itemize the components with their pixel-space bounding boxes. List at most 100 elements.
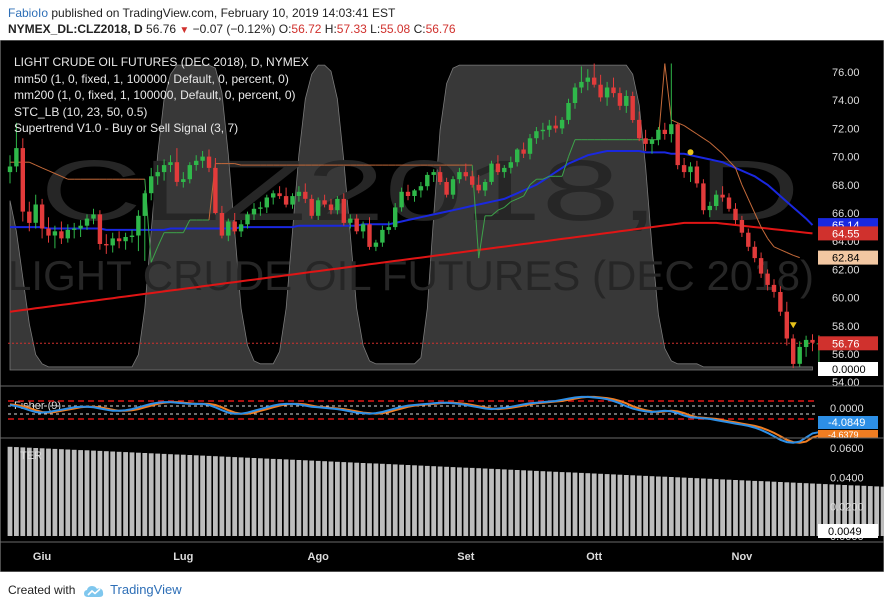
ter-bar	[784, 482, 790, 536]
price-tick-label: 54.00	[832, 377, 860, 389]
legend-mm50[interactable]: mm50 (1, 0, fixed, 1, 100000, Default, 0…	[14, 71, 289, 86]
ter-bar	[855, 485, 860, 536]
ter-bar	[579, 472, 584, 536]
candle	[425, 172, 430, 191]
candle	[335, 196, 340, 215]
candle	[579, 66, 584, 94]
legend-mm200[interactable]: mm200 (1, 0, fixed, 1, 100000, Default, …	[14, 88, 296, 102]
candle-body	[630, 96, 635, 120]
candle-body	[611, 87, 616, 94]
candle	[219, 205, 225, 239]
supertrend-segment	[144, 179, 152, 263]
candle-body	[46, 228, 51, 236]
ter-bar	[283, 459, 289, 536]
fisher-badge	[818, 416, 878, 429]
ter-bar	[110, 451, 116, 536]
ter-bar	[842, 485, 847, 536]
candle	[174, 148, 180, 187]
candle	[290, 193, 295, 209]
ter-bar	[431, 466, 437, 536]
supertrend-segment	[497, 206, 505, 211]
ter-bar	[354, 462, 360, 536]
ter-bar	[20, 447, 26, 536]
candle	[669, 63, 674, 143]
supertrend-segment	[696, 133, 704, 139]
ter-bar	[482, 468, 488, 536]
candle	[367, 217, 372, 250]
candle	[168, 155, 173, 173]
ter-bar	[527, 470, 533, 536]
ter-bar	[392, 464, 398, 536]
ter-bar	[611, 474, 616, 536]
candle-body	[502, 167, 507, 173]
ter-bar	[604, 474, 610, 536]
ter-bar	[668, 477, 674, 536]
candle	[33, 194, 38, 229]
candle	[65, 224, 70, 243]
candle-body	[425, 174, 430, 187]
candle-body	[104, 244, 109, 246]
down-triangle-icon: ▼	[179, 25, 190, 36]
candle-body	[515, 149, 520, 163]
legend-supertrend[interactable]: Supertrend V1.0 - Buy or Sell Signal (3,…	[14, 121, 239, 135]
ter-bar	[213, 456, 218, 536]
candle	[598, 74, 603, 102]
ter-bar	[367, 463, 372, 536]
candle	[457, 167, 462, 184]
ter-bar	[707, 478, 713, 536]
candle	[303, 183, 308, 204]
candle	[258, 201, 263, 216]
stc-badge	[818, 362, 878, 376]
candle	[322, 194, 327, 208]
candle-body	[617, 93, 623, 106]
supertrend-segment	[29, 161, 36, 166]
author-link[interactable]: FabioIo	[8, 6, 49, 20]
candle-body	[251, 208, 257, 215]
ter-bar	[822, 484, 828, 536]
candle-body	[810, 339, 815, 343]
candle	[701, 179, 706, 215]
supertrend-segment	[677, 122, 685, 127]
ter-bar	[810, 483, 815, 536]
fisher-pane[interactable]: Fisher (9) 0.0000 -4.0849 -4.6379	[8, 395, 878, 444]
ter-bar	[559, 472, 565, 536]
candle-body	[373, 242, 379, 247]
candle-body	[559, 119, 565, 129]
price-pane[interactable]: CLZ2018, D LIGHT CRUDE OIL FUTURES (DEC …	[7, 63, 878, 390]
ter-bar	[59, 449, 64, 536]
candle-body	[566, 103, 571, 120]
symbol-line: NYMEX_DL:CLZ2018, D 56.76 ▼ −0.07 (−0.12…	[8, 22, 456, 36]
ter-bar	[630, 475, 636, 536]
legend-title[interactable]: LIGHT CRUDE OIL FUTURES (DEC 2018), D, N…	[14, 55, 309, 69]
ter-bar	[424, 465, 430, 536]
supertrend-segment	[61, 175, 69, 180]
ter-bar	[232, 457, 238, 536]
ter-bar	[720, 479, 725, 536]
ter-bar	[187, 455, 193, 536]
supertrend-segment	[491, 209, 499, 217]
legend-stc[interactable]: STC_LB (10, 23, 50, 0.5)	[14, 104, 148, 119]
ter-bar	[328, 461, 334, 536]
candle	[515, 148, 520, 167]
candle-body	[360, 224, 366, 232]
candle-body	[527, 138, 533, 154]
candle-body	[59, 231, 64, 239]
tradingview-brand[interactable]: TradingView	[110, 582, 182, 597]
supertrend-segment	[657, 63, 666, 140]
candle-body	[758, 258, 764, 274]
candle-body	[129, 235, 135, 237]
ter-bar	[437, 466, 443, 536]
candle	[540, 122, 546, 140]
supertrend-segment	[41, 167, 49, 172]
candle-body	[116, 238, 122, 242]
candle-body	[226, 221, 231, 236]
candle	[104, 234, 109, 254]
candle-body	[386, 227, 391, 230]
ter-bar	[373, 463, 379, 536]
candle	[194, 155, 199, 171]
chart-area[interactable]: CLZ2018, D LIGHT CRUDE OIL FUTURES (DEC …	[0, 40, 884, 572]
candle-body	[649, 139, 655, 144]
time-axis[interactable]: Giu Lug Ago Set Ott Nov	[33, 551, 753, 563]
ter-bar	[84, 450, 90, 536]
